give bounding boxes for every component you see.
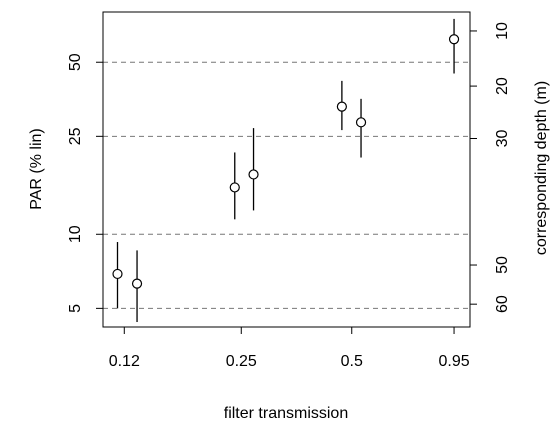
y-tick-label: 10: [67, 225, 84, 243]
plot-frame: [102, 11, 471, 328]
data-point: [248, 169, 259, 180]
y2-tick-label: 20: [494, 77, 511, 95]
error-bars: [116, 18, 455, 323]
data-point: [336, 101, 347, 112]
data-point: [131, 278, 143, 289]
data-point: [229, 182, 240, 193]
y2-tick-label: 50: [494, 256, 511, 274]
y-tick-label: 5: [67, 304, 84, 313]
y-axis-right: 10 20 30 50 60: [470, 22, 511, 313]
data-point: [112, 268, 123, 280]
y-tick-label: 50: [67, 53, 84, 71]
y2-axis-label: corresponding depth (m): [533, 81, 550, 255]
x-axis-label: filter transmission: [224, 405, 348, 422]
y2-tick-label: 10: [494, 22, 511, 40]
x-tick-label: 0.25: [226, 353, 257, 370]
y-axis-left: 5 10 25 50: [67, 53, 103, 313]
data-point: [448, 34, 460, 45]
x-axis: 0.12 0.25 0.5 0.95: [109, 327, 470, 370]
reference-lines: [103, 61, 470, 309]
x-tick-label: 0.5: [341, 353, 363, 370]
data-point: [355, 117, 367, 128]
x-tick-label: 0.12: [109, 353, 140, 370]
y-axis-label: PAR (% lin): [28, 128, 45, 210]
y2-tick-label: 60: [494, 295, 511, 313]
y2-tick-label: 30: [494, 129, 511, 147]
y-tick-label: 25: [67, 127, 84, 145]
data-points: [112, 34, 460, 289]
x-tick-label: 0.95: [438, 353, 469, 370]
